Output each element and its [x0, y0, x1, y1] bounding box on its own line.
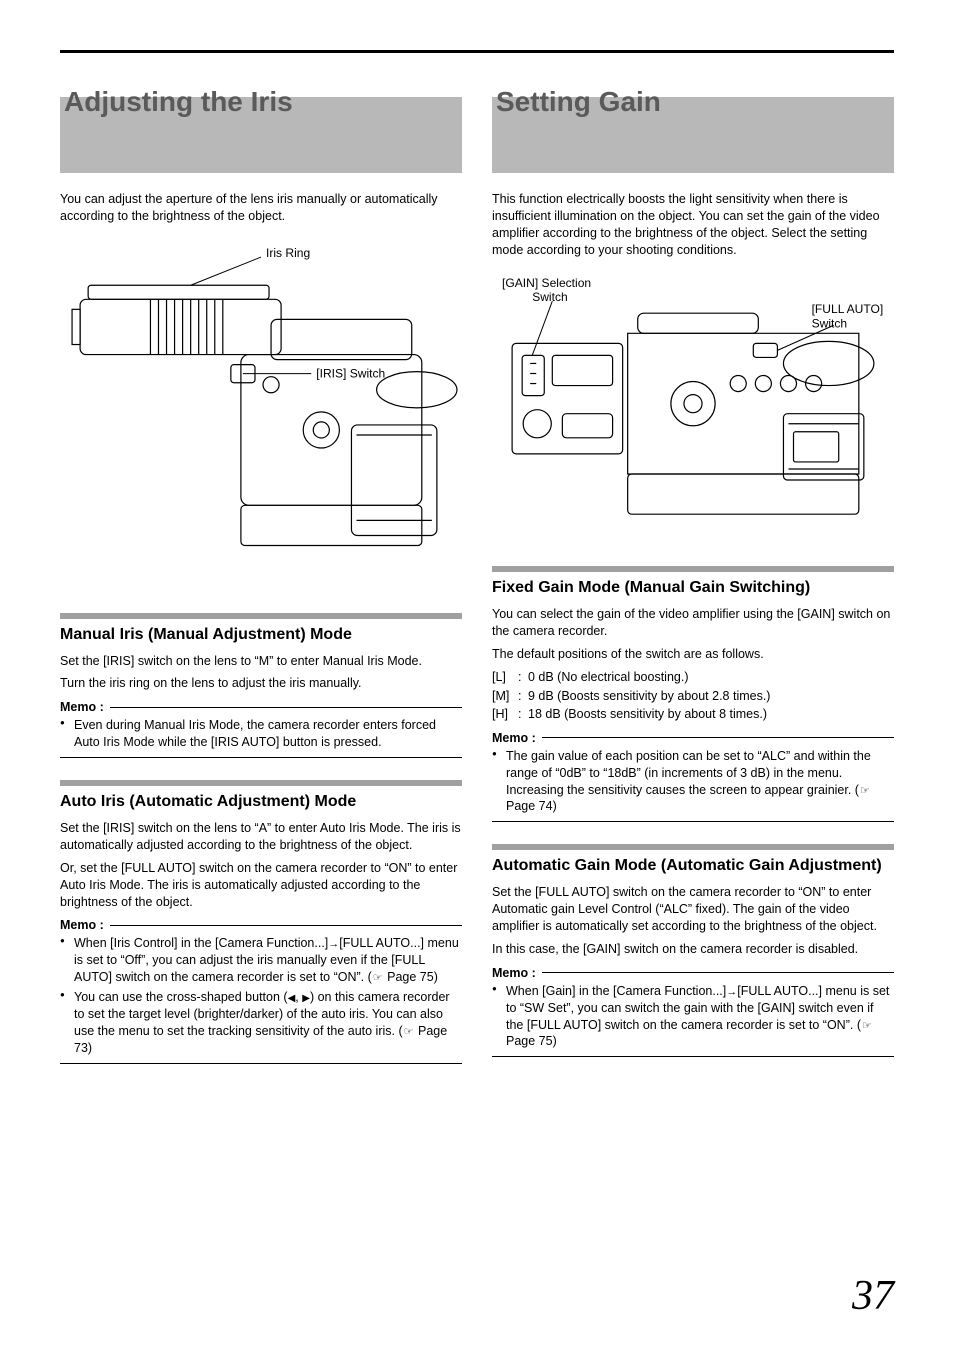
- heading-manual-iris: Manual Iris (Manual Adjustment) Mode: [60, 613, 462, 645]
- cross-reference-icon: ☞: [859, 785, 871, 797]
- iris-camera-svg: Iris Ring [IRIS] Switch: [60, 239, 462, 591]
- gain-sep: :: [518, 705, 528, 723]
- manual-iris-memo: Memo : Even during Manual Iris Mode, the…: [60, 700, 462, 758]
- memo-label: Memo :: [492, 731, 536, 745]
- memo-rule: [542, 972, 894, 973]
- gain-row-h: [H] : 18 dB (Boosts sensitivity by about…: [492, 705, 894, 723]
- memo-end-rule: [60, 1063, 462, 1064]
- fixed-gain-memo: Memo : The gain value of each position c…: [492, 731, 894, 823]
- memo-rule: [542, 737, 894, 738]
- fixed-gain-p2: The default positions of the switch are …: [492, 646, 894, 663]
- arrow-right-icon: →: [328, 938, 339, 950]
- text: When [Gain] in the [Camera Function...]: [506, 984, 726, 998]
- auto-iris-p2: Or, set the [FULL AUTO] switch on the ca…: [60, 860, 462, 911]
- memo-rule: [110, 925, 462, 926]
- text: Page 75): [506, 1034, 557, 1048]
- memo-item: The gain value of each position can be s…: [492, 748, 894, 816]
- gain-val: 0 dB (No electrical boosting.): [528, 668, 689, 686]
- left-title: Adjusting the Iris: [60, 83, 462, 173]
- text: When [Iris Control] in the [Camera Funct…: [74, 936, 328, 950]
- cross-reference-icon: ☞: [403, 1026, 415, 1038]
- text: Page 75): [384, 970, 438, 984]
- gain-val: 9 dB (Boosts sensitivity by about 2.8 ti…: [528, 687, 770, 705]
- two-column-layout: Adjusting the Iris You can adjust the ap…: [60, 83, 894, 1072]
- label-gain-switch-line1: [GAIN] Selection: [502, 276, 591, 290]
- auto-gain-memo: Memo : When [Gain] in the [Camera Functi…: [492, 966, 894, 1058]
- gain-key: [L]: [492, 668, 518, 686]
- label-full-auto-line2: Switch: [812, 316, 847, 330]
- left-intro: You can adjust the aperture of the lens …: [60, 191, 462, 225]
- right-column: Setting Gain This function electrically …: [492, 83, 894, 1072]
- text: Page 74): [506, 799, 557, 813]
- iris-figure: Iris Ring [IRIS] Switch: [60, 239, 462, 591]
- right-title: Setting Gain: [492, 83, 894, 173]
- text: The gain value of each position can be s…: [506, 749, 871, 797]
- memo-item-1: When [Iris Control] in the [Camera Funct…: [60, 935, 462, 986]
- memo-label: Memo :: [492, 966, 536, 980]
- fixed-gain-p1: You can select the gain of the video amp…: [492, 606, 894, 640]
- memo-rule: [110, 707, 462, 708]
- gain-key: [M]: [492, 687, 518, 705]
- page-top-rule: [60, 50, 894, 53]
- gain-camera-svg: [GAIN] Selection Switch [FULL AUTO] Swit…: [492, 273, 894, 544]
- gain-key: [H]: [492, 705, 518, 723]
- gain-val: 18 dB (Boosts sensitivity by about 8 tim…: [528, 705, 767, 723]
- cross-reference-icon: ☞: [861, 1020, 873, 1032]
- memo-label: Memo :: [60, 700, 104, 714]
- right-intro: This function electrically boosts the li…: [492, 191, 894, 259]
- memo-item-2: You can use the cross-shaped button (◀, …: [60, 989, 462, 1057]
- memo-label: Memo :: [60, 918, 104, 932]
- heading-auto-iris: Auto Iris (Automatic Adjustment) Mode: [60, 780, 462, 812]
- memo-end-rule: [492, 821, 894, 822]
- auto-iris-memo: Memo : When [Iris Control] in the [Camer…: [60, 918, 462, 1063]
- memo-end-rule: [492, 1056, 894, 1057]
- label-iris-switch: [IRIS] Switch: [316, 366, 385, 380]
- memo-end-rule: [60, 757, 462, 758]
- left-column: Adjusting the Iris You can adjust the ap…: [60, 83, 462, 1072]
- manual-iris-p2: Turn the iris ring on the lens to adjust…: [60, 675, 462, 692]
- triangle-left-icon: ◀: [288, 993, 296, 1004]
- triangle-right-icon: ▶: [302, 993, 310, 1004]
- auto-gain-p1: Set the [FULL AUTO] switch on the camera…: [492, 884, 894, 935]
- memo-item: When [Gain] in the [Camera Function...]→…: [492, 983, 894, 1051]
- heading-auto-gain: Automatic Gain Mode (Automatic Gain Adju…: [492, 844, 894, 876]
- auto-gain-p2: In this case, the [GAIN] switch on the c…: [492, 941, 894, 958]
- label-iris-ring: Iris Ring: [266, 246, 310, 260]
- gain-row-m: [M] : 9 dB (Boosts sensitivity by about …: [492, 687, 894, 705]
- gain-row-l: [L] : 0 dB (No electrical boosting.): [492, 668, 894, 686]
- label-gain-switch-line2: Switch: [532, 290, 567, 304]
- arrow-right-icon: →: [726, 986, 737, 998]
- text: You can use the cross-shaped button (: [74, 990, 288, 1004]
- label-full-auto-line1: [FULL AUTO]: [812, 302, 884, 316]
- heading-fixed-gain: Fixed Gain Mode (Manual Gain Switching): [492, 566, 894, 598]
- page-number: 37: [852, 1272, 894, 1320]
- cross-reference-icon: ☞: [372, 972, 384, 984]
- gain-figure: [GAIN] Selection Switch [FULL AUTO] Swit…: [492, 273, 894, 544]
- gain-defaults-list: [L] : 0 dB (No electrical boosting.) [M]…: [492, 668, 894, 722]
- gain-sep: :: [518, 687, 528, 705]
- manual-iris-p1: Set the [IRIS] switch on the lens to “M”…: [60, 653, 462, 670]
- memo-item: Even during Manual Iris Mode, the camera…: [60, 717, 462, 751]
- gain-sep: :: [518, 668, 528, 686]
- auto-iris-p1: Set the [IRIS] switch on the lens to “A”…: [60, 820, 462, 854]
